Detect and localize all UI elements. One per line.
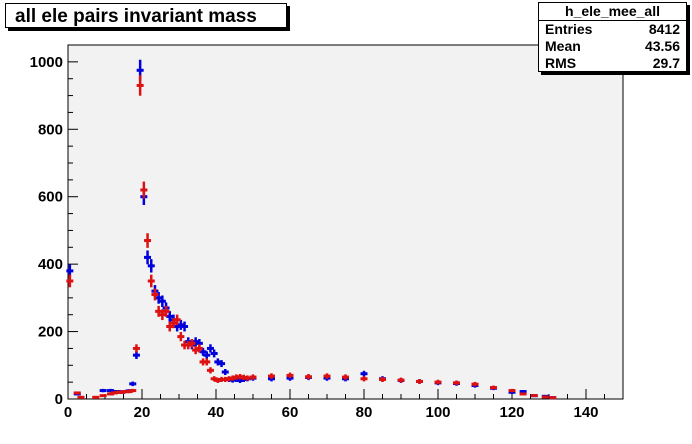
red-data-point	[158, 309, 166, 321]
red-data-point	[249, 374, 257, 380]
red-data-point	[416, 379, 423, 384]
red-data-point	[140, 181, 148, 199]
y-tick-label: 0	[55, 391, 63, 408]
red-data-point	[169, 318, 177, 329]
stats-row-rms: RMS 29.7	[539, 55, 686, 72]
blue-data-point	[99, 388, 107, 393]
red-data-point	[397, 377, 405, 383]
red-data-point	[77, 395, 85, 399]
blue-data-point	[214, 358, 222, 366]
y-tick-label: 400	[38, 256, 63, 273]
x-tick-label: 120	[499, 404, 524, 421]
red-data-point	[188, 339, 196, 348]
blue-data-point	[199, 347, 207, 356]
red-data-point	[173, 314, 181, 325]
red-data-point	[147, 274, 155, 288]
red-data-point	[453, 380, 460, 386]
data-points	[66, 59, 557, 400]
red-data-point	[519, 392, 527, 396]
blue-data-point	[166, 311, 174, 322]
blue-data-point	[129, 381, 137, 387]
red-data-point	[151, 288, 159, 301]
x-tick-label: 80	[356, 404, 373, 421]
blue-data-point	[147, 259, 155, 273]
stats-label: Entries	[545, 21, 593, 37]
blue-data-point	[181, 321, 189, 332]
stats-label: Mean	[545, 38, 581, 54]
red-data-point	[379, 376, 386, 383]
blue-data-point	[221, 369, 229, 376]
stats-row-mean: Mean 43.56	[539, 38, 686, 55]
red-data-point	[549, 396, 557, 400]
stats-value: 43.56	[644, 38, 680, 54]
red-data-point	[132, 344, 140, 353]
x-tick-label: 0	[64, 404, 72, 421]
blue-data-point	[203, 351, 211, 360]
blue-data-point	[132, 351, 140, 360]
stats-value: 8412	[648, 21, 680, 37]
red-data-point	[206, 367, 214, 374]
x-tick-label: 100	[425, 404, 450, 421]
stats-label: RMS	[545, 55, 577, 71]
red-data-point	[203, 358, 211, 366]
blue-data-point	[218, 360, 226, 368]
red-data-point	[541, 395, 549, 399]
blue-data-point	[360, 370, 368, 377]
red-data-point	[434, 379, 442, 385]
red-data-point	[471, 381, 479, 387]
x-tick-label: 60	[282, 404, 299, 421]
y-tick-label: 800	[38, 121, 63, 138]
red-data-point	[129, 388, 137, 393]
stats-box: h_ele_mee_all Entries 8412 Mean 43.56 RM…	[538, 2, 687, 72]
x-tick-label: 20	[134, 404, 151, 421]
red-data-point	[177, 332, 185, 342]
red-data-point	[530, 394, 538, 398]
red-data-point	[508, 388, 516, 393]
blue-data-point	[192, 337, 200, 347]
red-data-point	[73, 391, 81, 395]
y-tick-label: 600	[38, 189, 63, 206]
red-data-point	[99, 394, 107, 398]
red-data-point	[144, 233, 152, 248]
red-data-point	[162, 305, 170, 317]
stats-histogram-name: h_ele_mee_all	[539, 3, 686, 21]
blue-data-point	[210, 349, 218, 358]
red-data-point	[66, 274, 74, 288]
stats-value: 29.7	[652, 55, 680, 71]
blue-data-point	[155, 292, 163, 304]
red-data-point	[92, 395, 100, 399]
x-tick-label: 140	[573, 404, 598, 421]
blue-data-point	[158, 295, 166, 307]
red-data-point	[342, 374, 349, 380]
red-data-point	[136, 75, 144, 96]
axes: 0 20 40 60 80 100 120 140 0 200 400 600 800 1000	[30, 44, 624, 421]
red-data-point	[155, 305, 163, 317]
red-data-point	[490, 385, 497, 390]
blue-data-point	[177, 319, 185, 330]
plot-frame	[67, 44, 624, 400]
red-data-point	[268, 373, 275, 379]
x-tick-label: 40	[208, 404, 225, 421]
plot-title: all ele pairs invariant mass	[5, 3, 287, 28]
red-data-point	[184, 340, 192, 350]
stats-row-entries: Entries 8412	[539, 21, 686, 38]
y-tick-label: 200	[38, 324, 63, 341]
red-data-point	[323, 373, 331, 379]
blue-data-point	[144, 250, 152, 265]
red-data-point	[305, 374, 312, 380]
red-data-point	[210, 376, 218, 382]
red-data-point	[360, 376, 368, 382]
blue-data-point	[206, 344, 214, 353]
red-data-point	[192, 346, 200, 355]
red-data-point	[195, 344, 203, 353]
red-data-point	[286, 372, 294, 379]
y-tick-label: 1000	[30, 54, 63, 71]
red-data-point	[166, 321, 174, 332]
